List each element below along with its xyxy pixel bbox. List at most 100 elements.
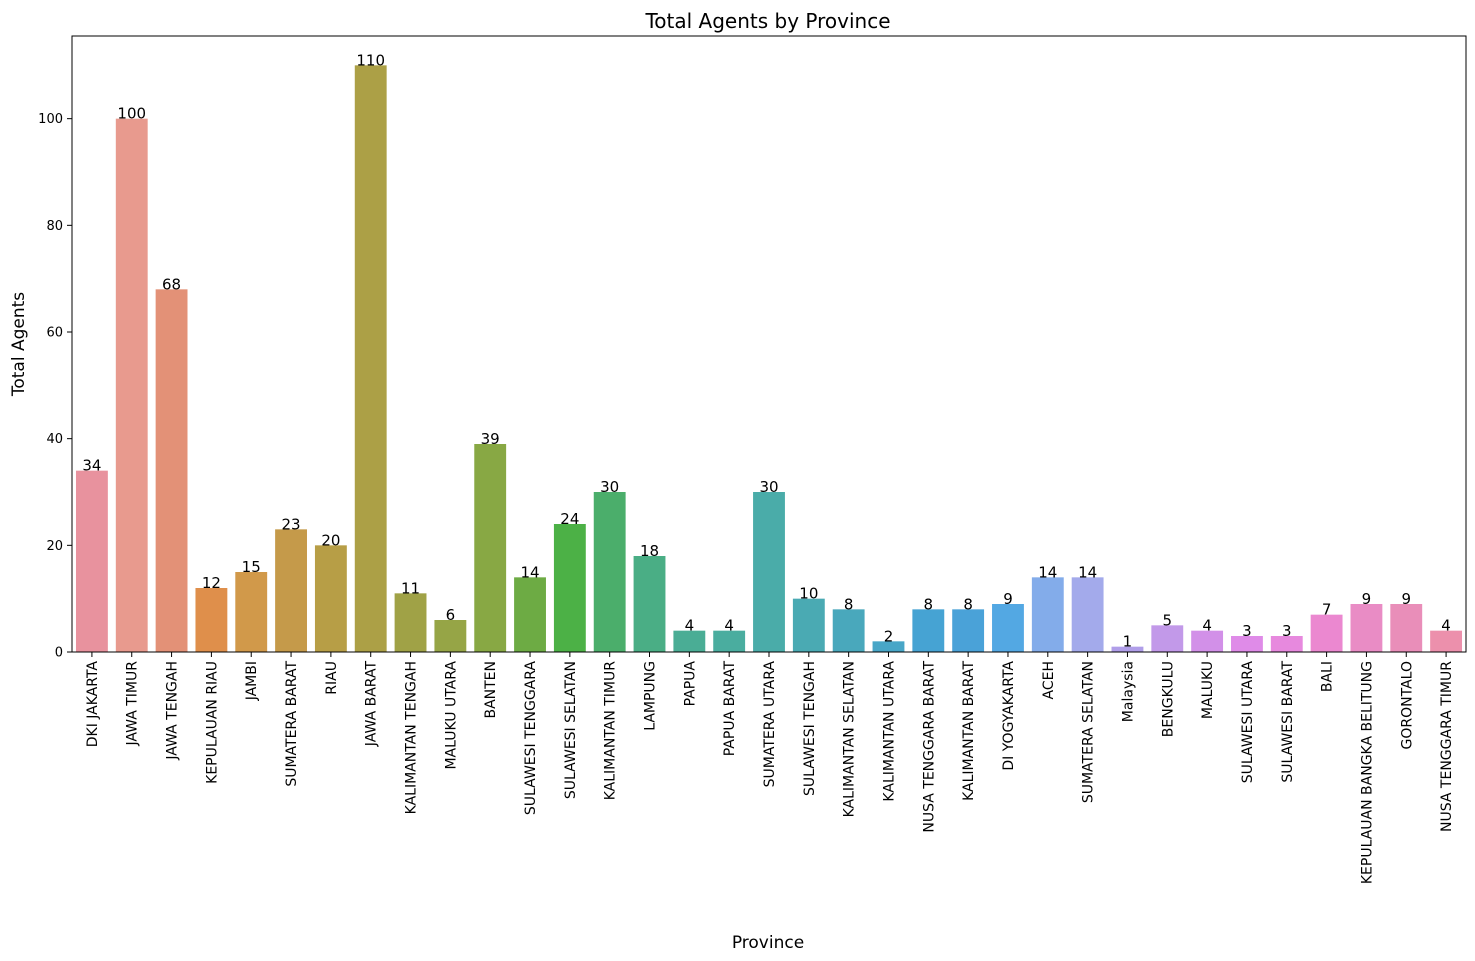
x-tick-label: JAWA TIMUR	[125, 661, 141, 747]
data-label: 8	[844, 595, 854, 613]
x-tick-label: Malaysia	[1120, 661, 1136, 722]
x-tick-label: SULAWESI UTARA	[1240, 661, 1256, 784]
x-tick-label: KALIMANTAN TIMUR	[603, 661, 619, 801]
x-tick-label: KALIMANTAN TENGAH	[404, 661, 420, 814]
x-tick-label: DKI JAKARTA	[85, 661, 101, 748]
data-label: 39	[481, 430, 500, 448]
x-tick-label: PAPUA	[682, 661, 698, 707]
bar	[633, 556, 666, 652]
x-tick-label: SULAWESI BARAT	[1280, 661, 1296, 783]
y-tick-label: 0	[55, 646, 63, 661]
x-tick-label: KALIMANTAN UTARA	[881, 661, 897, 802]
bar	[952, 609, 985, 652]
bar	[1270, 636, 1303, 652]
data-label: 9	[1003, 590, 1013, 608]
x-axis: DKI JAKARTA JAWA TIMUR JAWA TENGAH KEPULAUA…	[85, 652, 1455, 884]
x-tick-label: MALUKU UTARA	[443, 661, 459, 770]
x-tick-label: KALIMANTAN BARAT	[961, 661, 977, 801]
y-tick-label: 80	[46, 219, 63, 234]
x-tick-label: BALI	[1320, 661, 1336, 692]
data-label: 15	[242, 558, 261, 576]
x-tick-label: GORONTALO	[1399, 661, 1415, 749]
bar	[992, 604, 1024, 652]
bar	[235, 572, 268, 652]
data-label: 12	[202, 574, 221, 592]
data-label: 7	[1322, 601, 1332, 619]
x-tick-label: SUMATERA BARAT	[284, 661, 300, 787]
bar	[1390, 604, 1423, 652]
bar	[912, 609, 945, 652]
data-label: 18	[640, 542, 659, 560]
x-tick-label: BENGKULU	[1160, 661, 1176, 737]
bar	[1231, 636, 1263, 652]
data-label: 11	[401, 579, 420, 597]
bar	[434, 620, 467, 652]
x-tick-label: SULAWESI SELATAN	[563, 661, 579, 799]
x-tick-label: LAMPUNG	[643, 661, 659, 731]
data-label: 14	[1038, 563, 1057, 581]
x-tick-label: MALUKU	[1200, 661, 1216, 719]
x-tick-label: SULAWESI TENGGARA	[523, 661, 539, 816]
data-label: 9	[1362, 590, 1372, 608]
data-label: 30	[759, 478, 778, 496]
data-label: 10	[799, 585, 818, 603]
x-tick-label: JAWA TENGAH	[165, 661, 181, 761]
bar	[1071, 577, 1104, 652]
bar	[314, 545, 347, 652]
y-axis: 0 20 40 60 80 100	[38, 112, 72, 661]
bar	[474, 444, 507, 652]
x-tick-label: NUSA TENGGARA TIMUR	[1439, 661, 1455, 832]
bar	[673, 630, 706, 652]
bar	[514, 577, 546, 652]
x-tick-label: RIAU	[324, 661, 340, 695]
x-tick-label: DI YOGYAKARTA	[1001, 661, 1017, 771]
bar	[872, 641, 905, 652]
bar	[713, 630, 746, 652]
x-tick-label: BANTEN	[483, 661, 499, 719]
data-label: 30	[600, 478, 619, 496]
data-label: 24	[560, 510, 579, 528]
bar	[1310, 614, 1343, 652]
bar	[75, 470, 108, 652]
data-label: 4	[1441, 617, 1451, 635]
bar	[1191, 630, 1224, 652]
data-label: 4	[1202, 617, 1212, 635]
bar	[1111, 646, 1144, 652]
data-label: 8	[963, 595, 973, 613]
plot-frame	[71, 35, 1467, 653]
data-label: 1	[1123, 633, 1133, 651]
data-label: 2	[884, 627, 894, 645]
data-label: 20	[321, 531, 340, 549]
bar	[195, 588, 228, 652]
bar	[1151, 625, 1184, 652]
x-tick-label: SULAWESI TENGAH	[802, 661, 818, 796]
bar	[354, 65, 387, 653]
data-label: 6	[446, 606, 456, 624]
x-tick-label: KEPULAUAN BANGKA BELITUNG	[1359, 661, 1375, 884]
bar	[1031, 577, 1064, 652]
x-tick-label: NUSA TENGGARA BARAT	[921, 661, 937, 833]
y-axis-label: Total Agents	[9, 292, 29, 397]
data-label: 4	[685, 617, 695, 635]
y-tick-label: 20	[46, 539, 63, 554]
data-label: 23	[282, 515, 301, 533]
data-label: 68	[162, 275, 181, 293]
data-label: 3	[1282, 622, 1292, 640]
x-tick-label: KEPULAUAN RIAU	[204, 661, 220, 784]
bar	[753, 492, 785, 652]
data-label: 34	[82, 457, 101, 475]
chart-title: Total Agents by Province	[644, 9, 890, 33]
data-label: 14	[520, 563, 539, 581]
y-tick-label: 100	[38, 112, 63, 127]
data-label: 5	[1163, 611, 1173, 629]
data-label: 14	[1078, 563, 1097, 581]
x-tick-label: KALIMANTAN SELATAN	[842, 661, 858, 817]
x-tick-label: ACEH	[1041, 661, 1057, 699]
bar	[115, 118, 148, 652]
y-tick-label: 60	[46, 326, 63, 341]
bar	[832, 609, 865, 652]
data-label: 4	[724, 617, 734, 635]
